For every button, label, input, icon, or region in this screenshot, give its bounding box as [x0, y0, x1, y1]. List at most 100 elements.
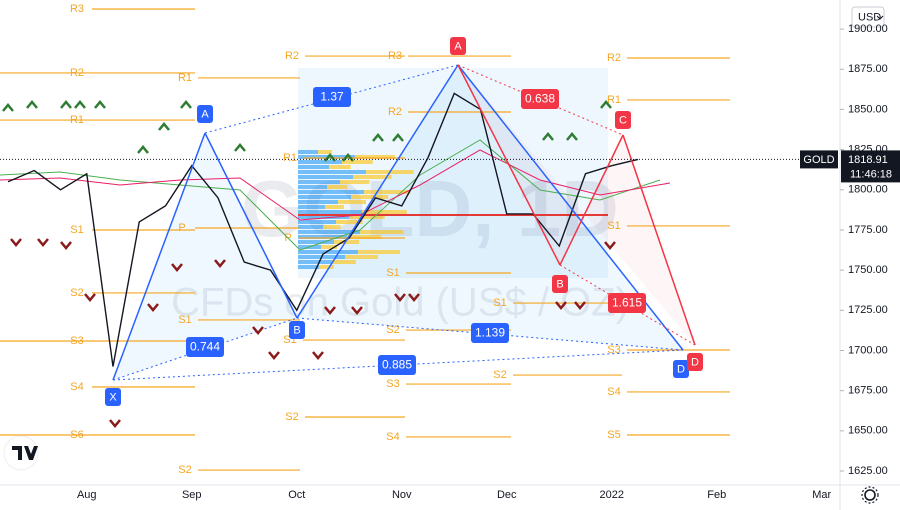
x-tick-label: Oct — [288, 489, 305, 501]
volume-profile-bar — [349, 215, 385, 219]
x-tick-label: Nov — [392, 489, 412, 501]
volume-profile-bar — [298, 180, 340, 184]
pivot-label: R2 — [607, 52, 621, 64]
fractal-up — [137, 145, 149, 154]
pattern-ratio-line — [559, 264, 696, 346]
pattern-point-label-box — [673, 360, 689, 378]
fractal-down — [37, 238, 49, 247]
y-tick-label: 1750.00 — [848, 264, 888, 276]
y-tick-label: 1650.00 — [848, 425, 888, 437]
pattern-point-label-box — [615, 111, 631, 129]
pattern-point-label-box — [289, 321, 305, 339]
volume-profile-bar — [298, 250, 358, 254]
volume-profile-bar — [334, 240, 360, 244]
x-tick-label: Aug — [77, 489, 97, 501]
y-tick-label: 1625.00 — [848, 465, 888, 477]
symbol-label: GOLD — [803, 154, 834, 166]
volume-profile-bar — [360, 230, 404, 234]
pattern-point-label-box — [105, 388, 121, 406]
volume-profile-bar — [355, 155, 395, 159]
volume-profile-bar — [327, 185, 348, 189]
pivot-label: R1 — [178, 72, 192, 84]
fractal-down — [408, 293, 420, 302]
volume-profile-bar — [298, 220, 336, 224]
fractal-down — [84, 293, 96, 302]
volume-profile-bar — [321, 245, 338, 249]
volume-profile-bar — [298, 155, 355, 159]
pivot-label: R3 — [388, 50, 402, 62]
fractal-down — [252, 326, 264, 335]
x-tick-label: Feb — [707, 489, 726, 501]
settings-gear[interactable] — [861, 486, 879, 504]
volume-profile-bar — [298, 235, 347, 239]
volume-profile-bar — [364, 190, 411, 194]
moving-average — [0, 139, 661, 251]
ratio-box — [471, 323, 509, 343]
currency-dropdown[interactable] — [851, 6, 885, 28]
ratio-label: 1.615 — [612, 296, 642, 310]
pivot-label: S4 — [386, 431, 399, 443]
pivot-label: S2 — [285, 411, 298, 423]
dropdown-caret — [876, 15, 884, 20]
pattern-point-label: A — [201, 108, 209, 120]
pattern-leg — [622, 134, 696, 346]
volume-profile-bar — [338, 200, 366, 204]
volume-profile-bar — [298, 225, 323, 229]
volume-profile-bar — [298, 150, 318, 154]
pivot-label: R2 — [285, 50, 299, 62]
pattern-point-label-box — [687, 353, 703, 371]
symbol-tag — [800, 150, 838, 169]
ratio-box — [313, 87, 351, 107]
y-tick-label: 1700.00 — [848, 344, 888, 356]
pattern-leg — [457, 64, 561, 266]
pattern-area — [458, 65, 695, 345]
fractal-down — [604, 241, 616, 250]
volume-profile-bar — [298, 200, 338, 204]
fractal-down — [312, 351, 324, 360]
fractal-up — [94, 100, 106, 109]
pivot-label: R2 — [70, 67, 84, 79]
volume-profile-bar — [332, 260, 356, 264]
volume-profile-bar — [340, 180, 370, 184]
fractal-up — [234, 143, 246, 152]
volume-profile-bar — [347, 235, 382, 239]
volume-profile-bar — [298, 260, 332, 264]
pivot-label: S4 — [607, 386, 620, 398]
pattern-area — [113, 133, 297, 380]
pattern-leg — [204, 132, 298, 319]
pattern-point-label: B — [293, 324, 300, 336]
ratio-label: 0.638 — [525, 92, 555, 106]
x-tick-label: Dec — [497, 489, 517, 501]
y-tick-label: 1800.00 — [848, 184, 888, 196]
countdown-label: 11:46:18 — [850, 168, 892, 180]
volume-profile-bar — [353, 175, 392, 179]
pattern-point-label-box — [197, 105, 213, 123]
volume-profile-bar — [298, 265, 319, 269]
fractal-down — [147, 303, 159, 312]
pattern-point-label: X — [109, 391, 117, 403]
ratio-label: 1.139 — [475, 326, 505, 340]
pivot-label: S1 — [70, 224, 83, 236]
ratio-label: 0.885 — [382, 358, 412, 372]
volume-profile-bar — [298, 240, 334, 244]
pattern-leg — [112, 132, 206, 381]
fractal-up — [600, 100, 612, 109]
pivot-label: S1 — [493, 297, 506, 309]
fractal-down — [60, 241, 72, 250]
volume-profile-bar — [298, 170, 366, 174]
y-tick-label: 1775.00 — [848, 224, 888, 236]
fractal-up — [26, 100, 38, 109]
pivot-label: S2 — [70, 287, 83, 299]
fractal-down — [10, 238, 22, 247]
tv-logo — [3, 435, 39, 471]
volume-profile-bar — [298, 195, 351, 199]
last-price-label: 1818.91 — [848, 154, 888, 166]
price-line — [7, 92, 639, 367]
fractal-down — [324, 306, 336, 315]
volume-profile-bar — [298, 160, 342, 164]
pivot-label: P — [178, 222, 185, 234]
fractal-down — [268, 351, 280, 360]
pattern-point-label-box — [552, 275, 568, 293]
